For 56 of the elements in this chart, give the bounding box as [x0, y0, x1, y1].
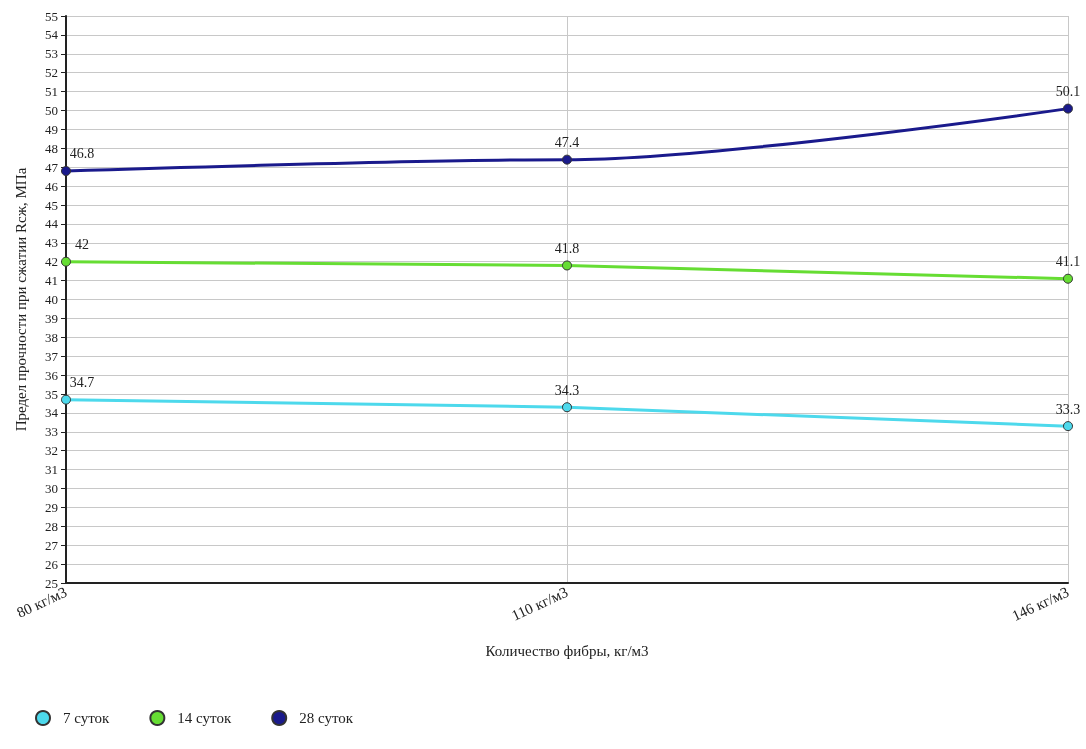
- data-label: 47.4: [554, 135, 580, 151]
- point: [562, 154, 572, 165]
- y-tick-label: 25: [45, 575, 58, 591]
- y-tick-label: 32: [45, 443, 58, 459]
- point: [562, 402, 572, 413]
- y-tick-label: 36: [45, 367, 59, 383]
- y-tick-label: 33: [45, 424, 58, 440]
- point: [61, 256, 71, 267]
- y-tick-label: 43: [45, 235, 58, 251]
- y-tick-label: 45: [45, 197, 58, 213]
- data-label: 46.8: [69, 146, 95, 162]
- legend-label: 7 суток: [63, 710, 111, 726]
- y-tick-label: 52: [45, 65, 58, 81]
- point: [1063, 421, 1073, 432]
- y-tick-label: 31: [45, 462, 58, 478]
- y-tick-label: 41: [45, 273, 58, 289]
- y-tick-label: 44: [45, 216, 59, 232]
- y-tick-label: 39: [45, 310, 58, 326]
- y-tick-label: 34: [45, 405, 59, 421]
- x-tick-label: 110 кг/м3: [509, 583, 571, 624]
- y-tick-label: 37: [45, 348, 59, 364]
- y-tick-label: 54: [45, 27, 59, 43]
- y-axis-title: Предел прочности при сжатии Rсж, МПа: [12, 167, 29, 432]
- y-tick-label: 50: [45, 103, 58, 118]
- legend-label: 14 суток: [177, 710, 232, 726]
- x-axis-title: Количество фибры, кг/м3: [485, 642, 649, 659]
- x-tick-label: 146 кг/м3: [1009, 583, 1072, 624]
- y-tick-label: 30: [45, 481, 58, 496]
- y-tick-label: 35: [45, 386, 58, 402]
- data-label: 34.7: [69, 375, 95, 391]
- y-tick-label: 38: [45, 329, 58, 345]
- point: [61, 165, 71, 176]
- y-tick-label: 55: [45, 8, 58, 24]
- y-tick-label: 46: [45, 178, 59, 194]
- y-tick-label: 53: [45, 46, 58, 62]
- point: [61, 394, 71, 405]
- y-tick-label: 47: [45, 159, 59, 175]
- data-label: 42: [75, 237, 89, 253]
- y-tick-label: 28: [45, 518, 58, 534]
- point: [562, 260, 572, 271]
- data-label: 41.1: [1055, 254, 1081, 270]
- data-label: 33.3: [1055, 401, 1081, 417]
- y-tick-label: 40: [45, 292, 58, 307]
- y-tick-label: 27: [45, 537, 59, 553]
- y-tick-label: 29: [45, 499, 58, 515]
- y-tick-label: 26: [45, 556, 59, 572]
- point: [1063, 103, 1073, 114]
- legend-label: 28 суток: [299, 710, 354, 726]
- y-tick-label: 48: [45, 140, 58, 156]
- data-label: 34.3: [554, 382, 580, 398]
- point: [1063, 273, 1073, 284]
- data-label: 50.1: [1055, 84, 1081, 100]
- y-tick-label: 42: [45, 254, 58, 270]
- data-label: 41.8: [554, 240, 580, 256]
- y-tick-label: 51: [45, 84, 58, 100]
- y-tick-label: 49: [45, 121, 58, 137]
